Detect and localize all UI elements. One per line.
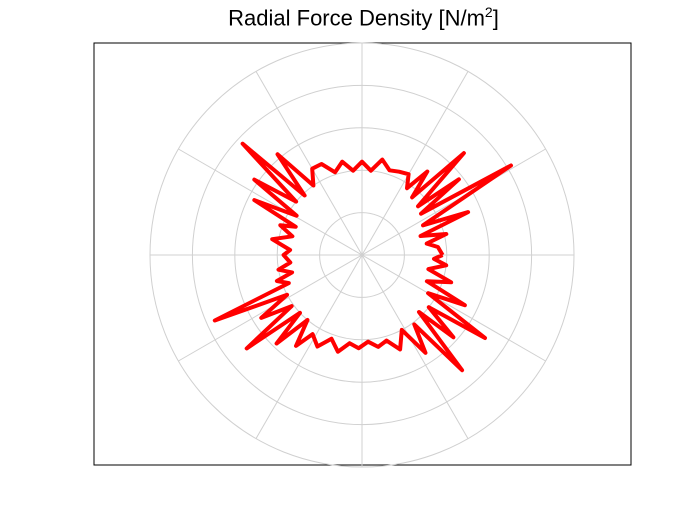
grid-spoke <box>178 148 546 362</box>
series-line <box>212 141 513 373</box>
chart-title: Radial Force Density [N/m2] <box>228 4 499 31</box>
polar-grid <box>149 42 575 468</box>
series-group <box>212 141 513 373</box>
